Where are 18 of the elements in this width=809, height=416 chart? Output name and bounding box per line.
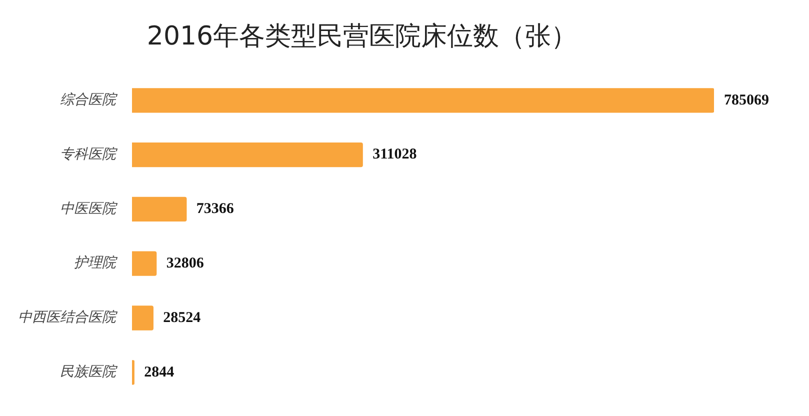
data-label: 32806 (166, 255, 204, 272)
bar (132, 251, 157, 276)
data-label: 785069 (724, 92, 769, 108)
y-tick-label: 中医医院 (60, 200, 118, 217)
y-tick-label: 专科医院 (60, 146, 118, 162)
data-label: 28524 (163, 310, 202, 326)
bar (132, 196, 187, 222)
y-tick-label: 民族医院 (60, 364, 118, 380)
data-label: 311028 (372, 146, 417, 163)
y-tick-label: 中西医结合医院 (18, 310, 118, 326)
y-tick-label: 护理院 (74, 255, 118, 272)
y-tick-label: 综合医院 (60, 92, 118, 108)
bar (132, 142, 363, 168)
bar (132, 306, 154, 330)
data-label: 73366 (196, 201, 234, 218)
data-label: 2844 (144, 364, 175, 380)
bar (132, 88, 714, 113)
chart-title: 2016年各类型民营医院床位数（张） (146, 21, 578, 52)
